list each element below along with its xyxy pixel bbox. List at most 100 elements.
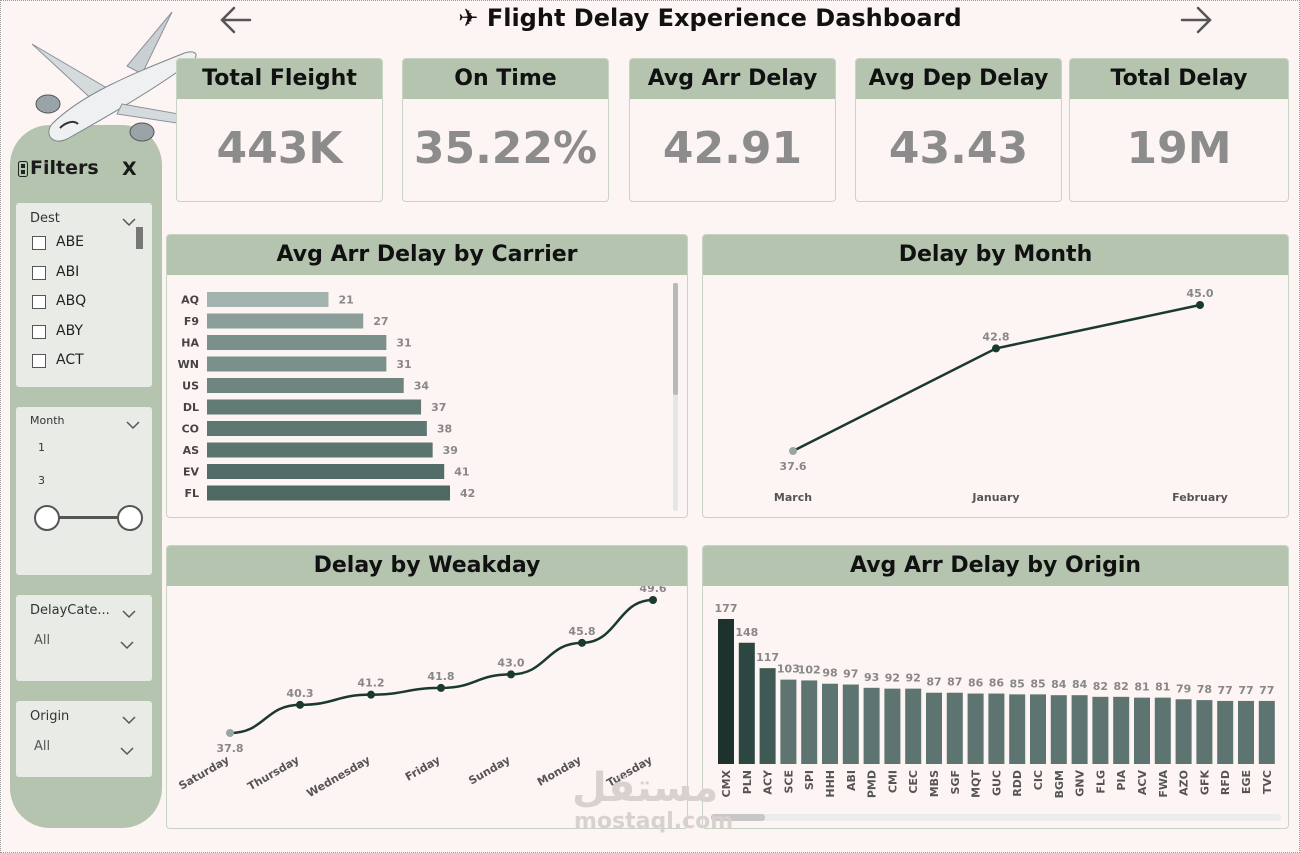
origin-data-label: 117: [756, 651, 779, 664]
origin-bar: [759, 668, 776, 764]
chevron-down-icon[interactable]: [122, 710, 136, 725]
kpi-total-delay: Total Delay 19M: [1069, 58, 1289, 202]
carrier-tick-label: AS: [183, 444, 200, 457]
origin-bar: [1217, 700, 1234, 764]
chart-title: Avg Arr Delay by Origin: [703, 546, 1288, 586]
kpi-on-time: On Time 35.22%: [402, 58, 609, 202]
carrier-tick-label: FL: [184, 487, 199, 500]
month-slider-max-handle[interactable]: [117, 505, 143, 531]
carrier-chart-card: Avg Arr Delay by Carrier AQ 21 F9 27 HA 31 WN 3…: [166, 234, 688, 518]
checkbox[interactable]: [32, 266, 46, 280]
dest-item[interactable]: ACT: [32, 351, 142, 371]
origin-bar: [822, 683, 838, 764]
series-line: [229, 598, 654, 735]
dest-item[interactable]: ABI: [32, 263, 142, 283]
dest-scrollbar[interactable]: [136, 227, 143, 249]
origin-slicer-title: Origin: [30, 709, 70, 724]
data-label: 45.0: [1186, 287, 1213, 300]
arrow-left-icon[interactable]: [216, 2, 256, 38]
series-line: [792, 303, 1201, 453]
origin-tick-label: CEC: [907, 770, 920, 794]
close-button[interactable]: X: [122, 158, 137, 180]
carrier-tick-label: HA: [181, 337, 199, 350]
chevron-down-icon[interactable]: [122, 212, 136, 227]
arrow-right-icon[interactable]: [1176, 2, 1216, 38]
kpi-avg-dep-delay: Avg Dep Delay 43.43: [855, 58, 1062, 202]
delay-category-value[interactable]: All: [34, 633, 51, 648]
origin-bar: [1113, 696, 1130, 764]
checkbox[interactable]: [32, 236, 46, 250]
origin-data-label: 85: [1010, 677, 1025, 690]
data-label: 45.8: [568, 625, 595, 638]
x-tick-label: Monday: [535, 753, 583, 788]
origin-tick-label: CMI: [886, 770, 899, 793]
dest-item[interactable]: ABQ: [32, 292, 142, 312]
weekday-chart-card: Delay by Weakday 37.8 Saturday 40.3 Thursda…: [166, 545, 688, 829]
checkbox[interactable]: [32, 295, 46, 309]
month-slider-min-handle[interactable]: [34, 505, 60, 531]
chevron-down-icon[interactable]: [120, 741, 134, 756]
data-label: 41.2: [357, 677, 384, 690]
chart-title: Avg Arr Delay by Carrier: [167, 235, 687, 275]
kpi-value: 19M: [1126, 123, 1232, 174]
chart-title: Delay by Weakday: [167, 546, 687, 586]
origin-tick-label: ACY: [762, 769, 775, 795]
dest-item-label: ABQ: [56, 293, 87, 309]
chevron-down-icon[interactable]: [120, 635, 134, 650]
data-point: [789, 447, 797, 455]
origin-tick-label: RDD: [1011, 770, 1024, 797]
month-slider-track[interactable]: [46, 516, 130, 519]
carrier-bar: [207, 442, 433, 458]
origin-bar: [1092, 696, 1109, 764]
filter-icon: [18, 161, 28, 177]
origin-data-label: 77: [1218, 684, 1233, 697]
origin-bar: [738, 642, 755, 764]
origin-value[interactable]: All: [34, 739, 51, 754]
checkbox[interactable]: [32, 325, 46, 339]
title-bar: ✈ Flight Delay Experience Dashboard: [190, 0, 1230, 40]
carrier-data-label: 39: [443, 444, 458, 457]
dest-item[interactable]: ABY: [32, 322, 142, 342]
origin-tick-label: CMX: [720, 769, 733, 797]
chevron-down-icon[interactable]: [122, 604, 136, 619]
origin-tick-label: EGE: [1240, 770, 1253, 794]
data-label: 42.8: [982, 330, 1009, 343]
month-slicer: Month 1 3: [16, 407, 152, 575]
origin-data-label: 84: [1072, 678, 1088, 691]
origin-tick-label: PLN: [741, 770, 754, 794]
dest-item[interactable]: ABE: [32, 233, 142, 253]
checkbox[interactable]: [32, 354, 46, 368]
data-label: 43.0: [497, 656, 524, 669]
origin-data-label: 79: [1176, 682, 1191, 695]
data-point: [992, 344, 1000, 353]
origin-data-label: 97: [843, 668, 858, 681]
origin-data-label: 81: [1134, 681, 1149, 694]
origin-tick-label: GNV: [1074, 770, 1087, 797]
carrier-bar: [207, 399, 422, 415]
x-tick-label: Thursday: [245, 753, 301, 793]
carrier-data-label: 27: [373, 315, 388, 328]
origin-data-label: 77: [1259, 684, 1274, 697]
carrier-tick-label: DL: [183, 401, 199, 414]
origin-tick-label: SPI: [803, 770, 816, 790]
page-title: ✈ Flight Delay Experience Dashboard: [458, 4, 962, 32]
origin-data-label: 82: [1093, 680, 1108, 693]
origin-bar: [801, 680, 818, 764]
origin-tick-label: HHH: [824, 770, 837, 798]
origin-bar: [1030, 694, 1046, 764]
x-tick-label: Saturday: [177, 753, 232, 792]
chevron-down-icon[interactable]: [126, 415, 140, 430]
origin-bar: [988, 693, 1005, 764]
origin-tick-label: TVC: [1261, 770, 1274, 794]
origin-tick-label: BGM: [1053, 770, 1066, 798]
carrier-data-label: 21: [339, 294, 354, 307]
origin-data-label: 103: [777, 663, 800, 676]
origin-slicer: Origin All: [16, 701, 152, 777]
data-point: [437, 683, 445, 692]
data-point: [367, 690, 375, 699]
carrier-tick-label: F9: [184, 315, 199, 328]
origin-bar: [1238, 700, 1254, 764]
origin-bar: [926, 692, 942, 764]
origin-data-label: 77: [1238, 684, 1253, 697]
